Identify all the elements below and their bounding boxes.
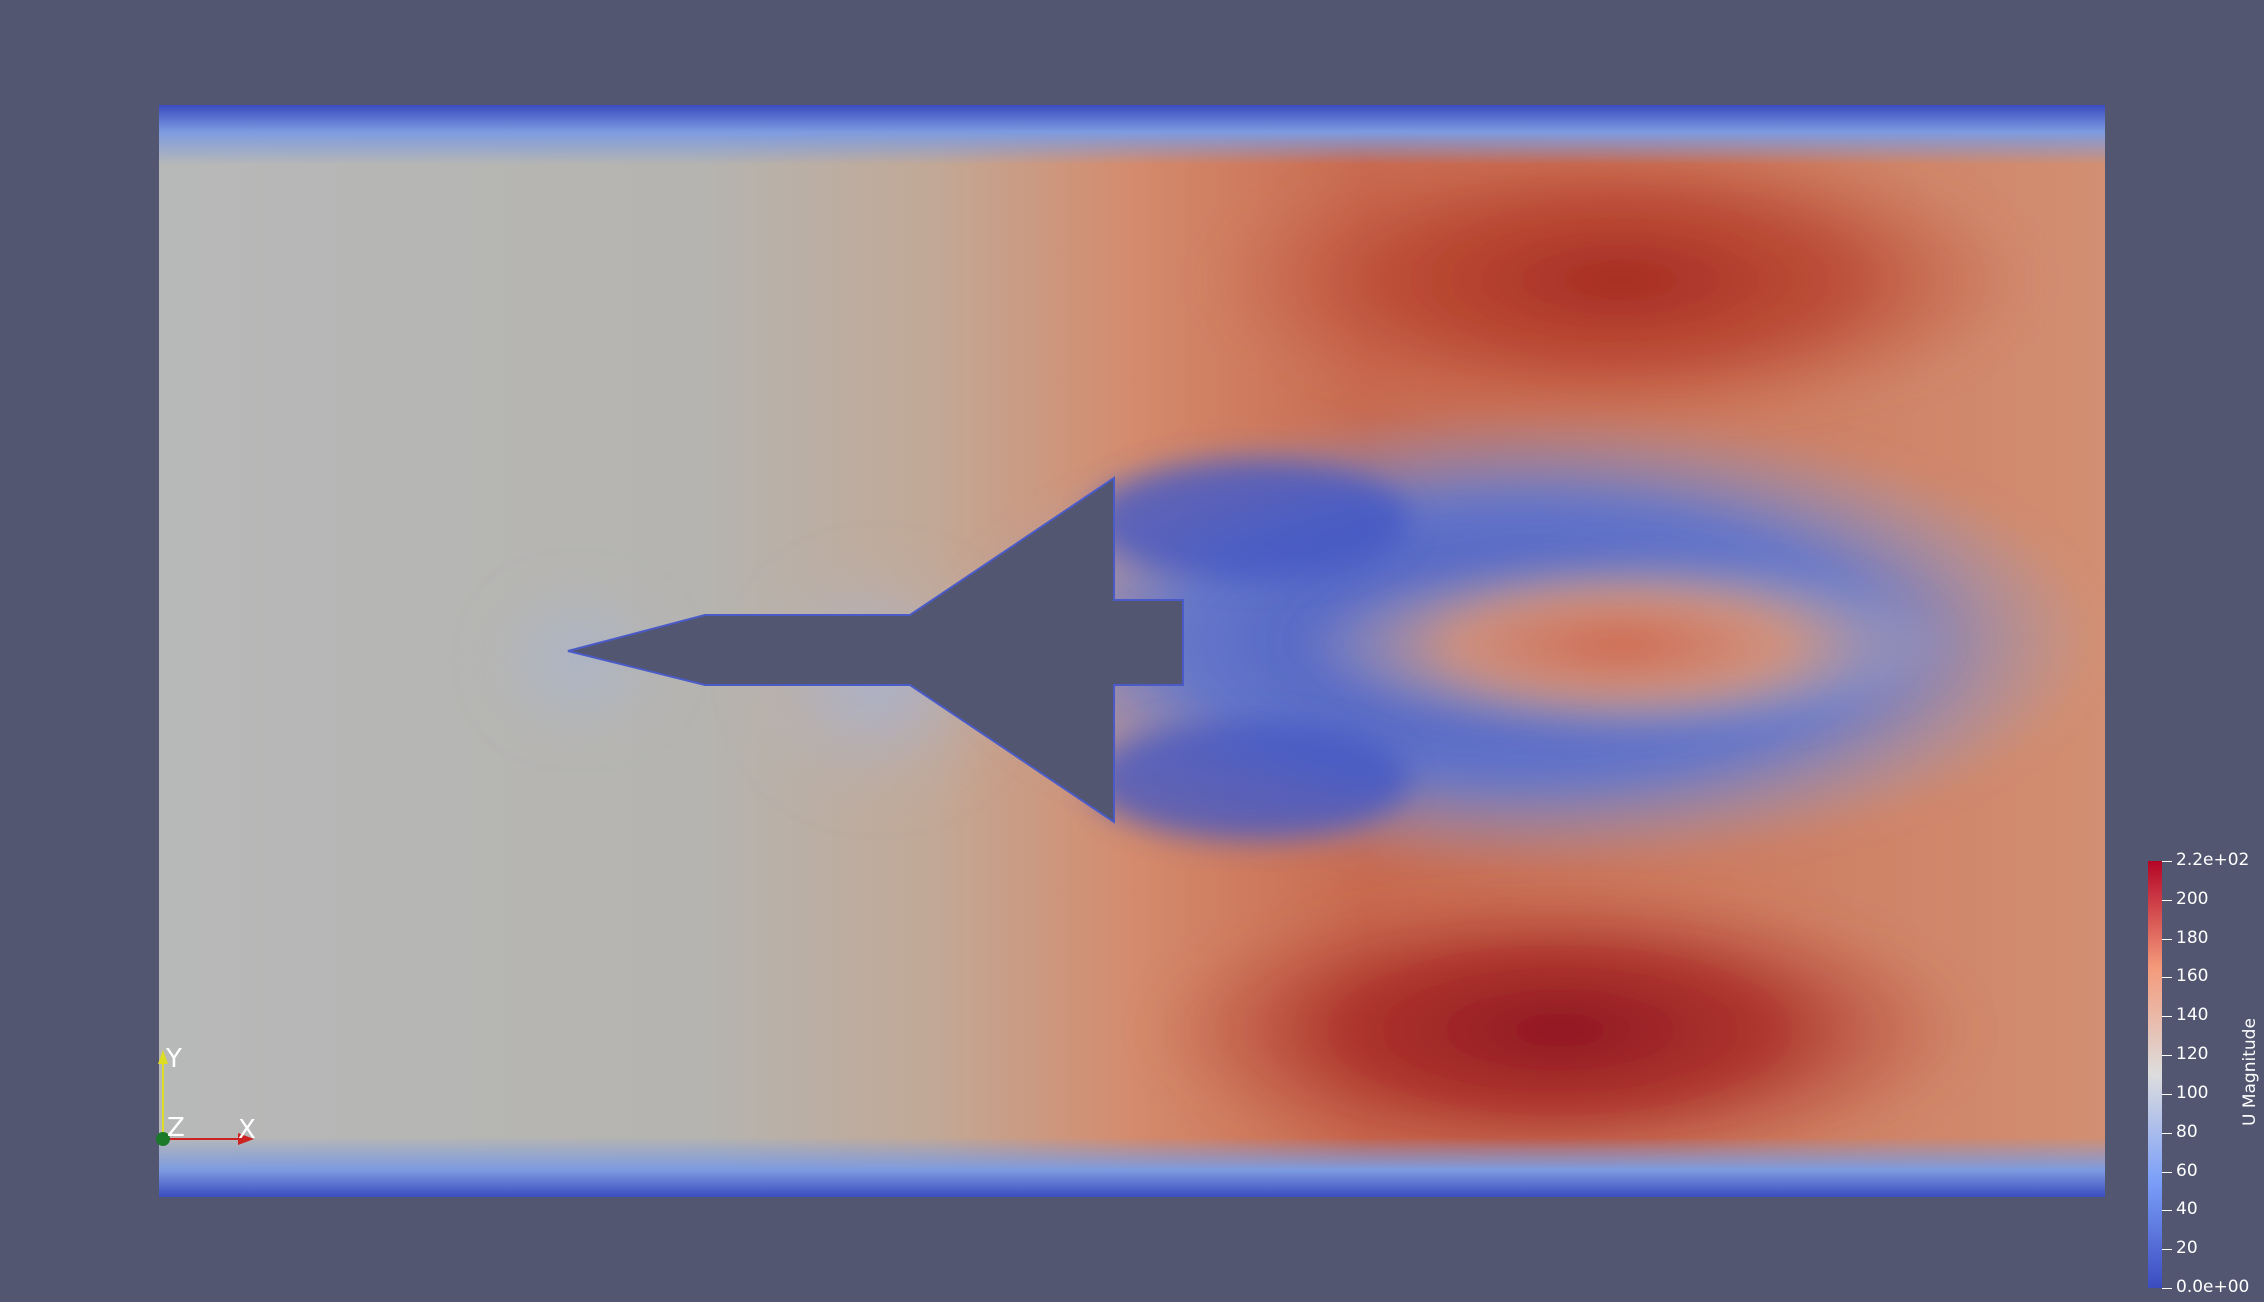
color-bar-tick-label: 2.2e+02 (2176, 850, 2250, 870)
color-bar-tick-mark (2162, 1094, 2172, 1095)
color-bar (2148, 861, 2162, 1288)
body-geometry (567, 476, 1184, 824)
orientation-axes (156, 1050, 254, 1146)
color-bar-tick-mark (2162, 1288, 2172, 1289)
color-bar-tick-mark (2162, 1133, 2172, 1134)
axis-label-y: Y (166, 1044, 182, 1074)
axis-label-z: Z (167, 1113, 185, 1143)
color-bar-tick-mark (2162, 977, 2172, 978)
color-bar-tick-label: 60 (2176, 1161, 2198, 1181)
color-bar-tick-label: 0.0e+00 (2176, 1277, 2250, 1297)
color-bar-tick-label: 120 (2176, 1044, 2209, 1064)
color-bar-tick-mark (2162, 1172, 2172, 1173)
color-bar-tick-mark (2162, 939, 2172, 940)
color-bar-tick-mark (2162, 1016, 2172, 1017)
color-bar-tick-label: 40 (2176, 1199, 2198, 1219)
axis-label-x: X (238, 1115, 256, 1145)
color-bar-tick-mark (2162, 900, 2172, 901)
color-bar-tick-label: 20 (2176, 1238, 2198, 1258)
color-bar-tick-label: 200 (2176, 889, 2209, 909)
color-bar-tick-mark (2162, 1055, 2172, 1056)
color-bar-tick-mark (2162, 1210, 2172, 1211)
color-bar-title: U Magnitude (2240, 1018, 2260, 1126)
color-bar-tick-label: 140 (2176, 1005, 2209, 1025)
color-bar-tick-mark (2162, 861, 2172, 862)
color-bar-tick-label: 100 (2176, 1083, 2209, 1103)
color-bar-tick-mark (2162, 1249, 2172, 1250)
color-bar-tick-label: 180 (2176, 928, 2209, 948)
color-bar-tick-label: 160 (2176, 966, 2209, 986)
color-bar-tick-label: 80 (2176, 1122, 2198, 1142)
